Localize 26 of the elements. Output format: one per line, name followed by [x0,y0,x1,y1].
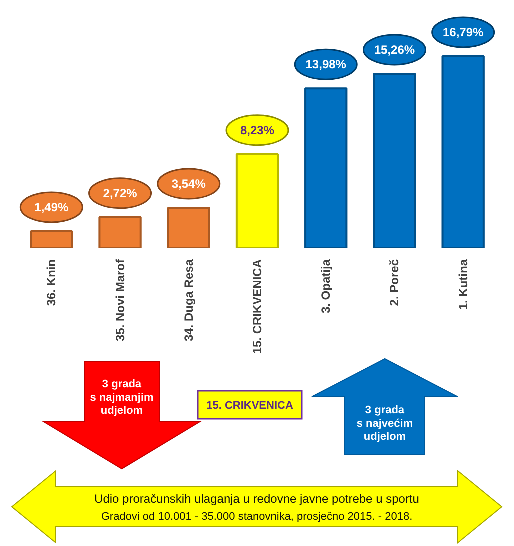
x-tick-label: 36. Knin [44,259,59,306]
bar [167,207,210,248]
text: 15. CRIKVENICA [206,400,294,412]
data-label: 16,79% [442,26,484,40]
bar [373,72,416,248]
bar [98,216,142,248]
bar [236,153,280,248]
data-label: 8,23% [240,123,275,138]
x-tick-label: 15. CRIKVENICA [250,259,264,354]
x-tick-label: 3. Opatija [319,259,334,314]
data-label: 13,98% [306,58,347,72]
x-tick-label: 1. Kutina [456,259,470,310]
x-tick-label: 2. Poreč [388,259,402,306]
data-label: 3,54% [172,177,206,192]
data-label: 2,72% [103,186,138,200]
x-tick-label: 34. Duga Resa [182,259,196,342]
x-tick-label: 35. Novi Marof [113,258,128,342]
bar [304,88,348,248]
text: 3 grada s najmanjim udjelom [90,378,154,418]
text: 3 grada s najvećim udjelom [356,404,414,444]
bar [30,230,74,248]
data-label: 15,26% [374,42,416,57]
bar [442,56,485,248]
text: Udio proračunskih ulaganja u redovne javne potrebe u sportu [94,492,420,506]
text: Gradovi od 10.001 - 35.000 stanovnika, prosječno 2015. - 2018. [101,510,413,523]
data-label: 1,49% [34,200,70,214]
